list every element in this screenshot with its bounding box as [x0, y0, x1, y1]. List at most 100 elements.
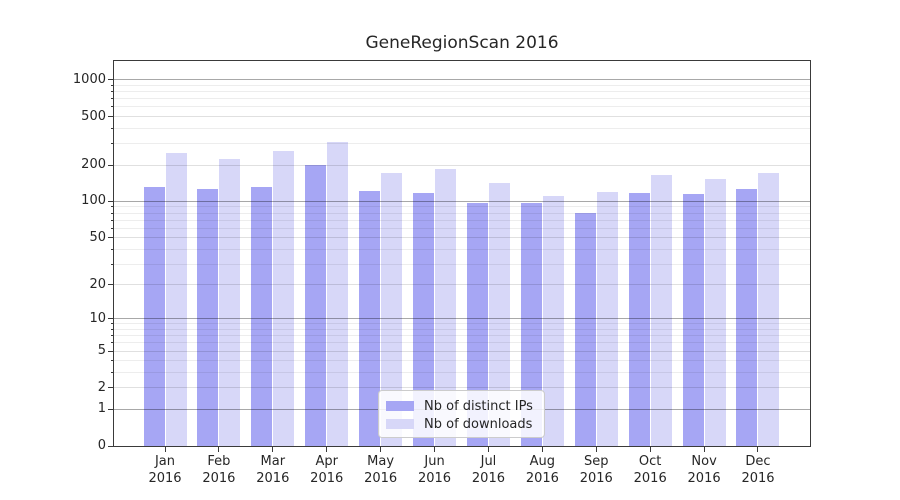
y-tick-label-200: 200 [81, 157, 106, 172]
legend-swatch-distinct-ips [386, 401, 414, 411]
x-tick-label-dec: Dec 2016 [741, 454, 775, 486]
y-minortick-400 [110, 127, 114, 129]
y-tick-mark-100 [108, 200, 114, 202]
x-tick-label-jun: Jun 2016 [417, 454, 452, 486]
bar-downloads-aug [542, 196, 564, 446]
gridline-minor-200 [114, 164, 810, 166]
y-tick-label-100: 100 [81, 193, 106, 209]
y-tick-mark-1000 [108, 79, 114, 81]
y-tick-mark-5 [108, 350, 114, 352]
bar-distinct-ips-dec [736, 189, 758, 446]
gridline-minor-2 [114, 387, 810, 389]
legend-label-downloads: Nb of downloads [424, 416, 533, 432]
y-tick-label-20: 20 [89, 276, 106, 292]
gridline-minor-50 [114, 237, 810, 239]
y-minortick-30 [110, 263, 114, 265]
x-tick-label-apr: Apr 2016 [310, 454, 344, 486]
bar-downloads-mar [273, 151, 295, 446]
x-tick-mark-oct [649, 446, 651, 452]
y-minortick-70 [110, 219, 114, 221]
gridline-minor-7 [114, 335, 810, 337]
gridline-minor-9 [114, 323, 810, 325]
bar-downloads-sep [596, 191, 618, 446]
x-tick-label-jul: Jul 2016 [471, 454, 505, 486]
y-minortick-8 [110, 329, 114, 331]
y-tick-label-500: 500 [81, 108, 106, 124]
x-tick-label-sep: Sep 2016 [579, 454, 613, 486]
y-minortick-90 [110, 206, 114, 208]
x-tick-label-nov: Nov 2016 [687, 454, 721, 486]
chart-title: GeneRegionScan 2016 [365, 33, 559, 53]
legend: Nb of distinct IPs Nb of downloads [378, 390, 545, 438]
y-minortick-6 [110, 342, 114, 344]
legend-item-downloads: Nb of downloads [386, 415, 536, 433]
y-tick-mark-20 [108, 284, 114, 286]
y-tick-label-0: 0 [97, 438, 106, 453]
bar-downloads-oct [650, 175, 672, 446]
gridline-minor-70 [114, 219, 810, 221]
x-tick-label-may: May 2016 [364, 454, 398, 486]
y-minortick-700 [110, 98, 114, 100]
bar-distinct-ips-nov [682, 194, 704, 446]
y-minortick-60 [110, 227, 114, 229]
gridline-minor-30 [114, 263, 810, 265]
y-tick-mark-200 [108, 164, 114, 166]
y-tick-label-1: 1 [97, 401, 106, 417]
x-tick-mark-jul [487, 446, 489, 452]
bar-distinct-ips-aug [520, 203, 542, 446]
gridline-minor-300 [114, 143, 810, 145]
y-minortick-800 [110, 91, 114, 93]
gridline-minor-800 [114, 91, 810, 93]
bar-distinct-ips-may [359, 191, 381, 446]
bar-downloads-nov [704, 179, 726, 446]
legend-swatch-downloads [386, 419, 414, 429]
gridline-minor-400 [114, 127, 810, 129]
y-minortick-7 [110, 335, 114, 337]
x-tick-mark-nov [703, 446, 705, 452]
y-minortick-900 [110, 85, 114, 86]
x-tick-mark-jan [164, 446, 166, 452]
bar-distinct-ips-feb [197, 189, 219, 446]
y-tick-mark-1 [108, 408, 114, 410]
gridline-minor-4 [114, 360, 810, 362]
gridline-minor-700 [114, 98, 810, 100]
x-tick-label-oct: Oct 2016 [633, 454, 667, 486]
y-tick-mark-10 [108, 318, 114, 320]
x-tick-label-feb: Feb 2016 [202, 454, 236, 486]
x-tick-mark-aug [541, 446, 543, 452]
gridline-minor-600 [114, 106, 810, 108]
bar-distinct-ips-jun [413, 193, 435, 446]
gridline-minor-40 [114, 248, 810, 250]
plot-area: 0 1 2 5 10 20 50 100 200 500 1000 Jan 2016 Feb 2016 M… [73, 60, 811, 486]
bar-downloads-may [381, 173, 403, 446]
y-tick-label-1000: 1000 [72, 71, 106, 87]
gridline-minor-20 [114, 284, 810, 286]
y-tick-mark-50 [108, 237, 114, 239]
y-minortick-80 [110, 212, 114, 214]
gridline-10 [114, 318, 810, 320]
y-minortick-9 [110, 323, 114, 325]
bar-distinct-ips-oct [628, 192, 650, 446]
x-tick-mark-may [380, 446, 382, 452]
y-tick-mark-500 [108, 116, 114, 118]
gridline-1000 [114, 79, 810, 81]
gridline-minor-3 [114, 372, 810, 374]
x-tick-label-jan: Jan 2016 [148, 454, 182, 486]
bar-distinct-ips-mar [251, 187, 273, 446]
axis-ticks-layer: 0 1 2 5 10 20 50 100 200 500 1000 Jan 2016 Feb 2016 M… [73, 61, 810, 486]
gridline-minor-8 [114, 329, 810, 331]
bar-downloads-dec [758, 172, 780, 446]
bar-distinct-ips-jul [466, 202, 488, 446]
gridline-100 [114, 200, 810, 202]
bars-layer [114, 61, 810, 446]
x-tick-mark-sep [595, 446, 597, 452]
legend-label-distinct-ips: Nb of distinct IPs [424, 398, 533, 414]
x-tick-mark-feb [218, 446, 220, 452]
x-tick-mark-apr [326, 446, 328, 452]
y-tick-label-2: 2 [97, 379, 106, 395]
bar-downloads-feb [219, 158, 241, 446]
y-tick-mark-0 [108, 445, 114, 447]
y-tick-mark-2 [108, 387, 114, 389]
gridline-minor-500 [114, 116, 810, 118]
